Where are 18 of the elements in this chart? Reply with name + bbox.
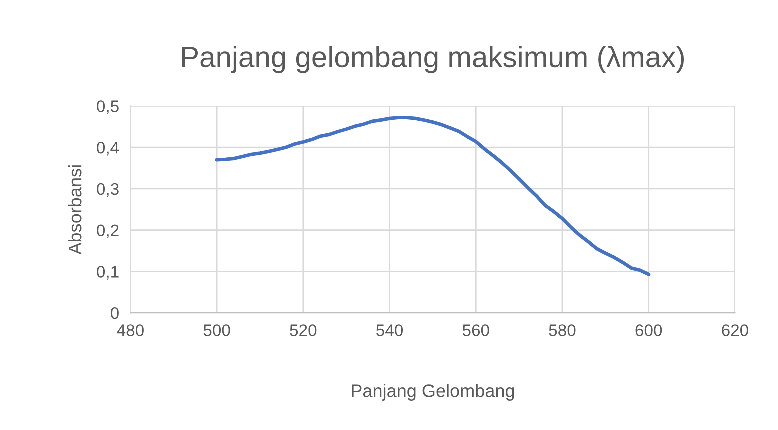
x-tick-label: 500 [204,324,230,336]
x-tick-label: 480 [117,324,144,336]
y-axis-title: Absorbansi [68,166,82,255]
y-tick-label: 0,3 [97,183,119,198]
x-tick-label: 620 [722,324,748,336]
x-tick-label: 600 [636,324,662,336]
y-tick-label: 0,1 [97,266,119,280]
x-tick-label: 520 [290,324,317,336]
x-tick-label: 580 [549,324,576,336]
y-tick-label: 0,5 [97,100,119,114]
chart-title: Panjang gelombang maksimum (λmax) [182,46,684,74]
y-tick-label: 0,4 [97,142,120,156]
y-tick-label: 0,2 [97,224,119,238]
x-tick-label: 540 [376,324,404,336]
line-series [215,116,651,276]
x-tick-label: 560 [462,324,490,336]
y-tick-label: 0 [110,307,119,320]
x-axis-title: Panjang Gelombang [352,384,514,401]
